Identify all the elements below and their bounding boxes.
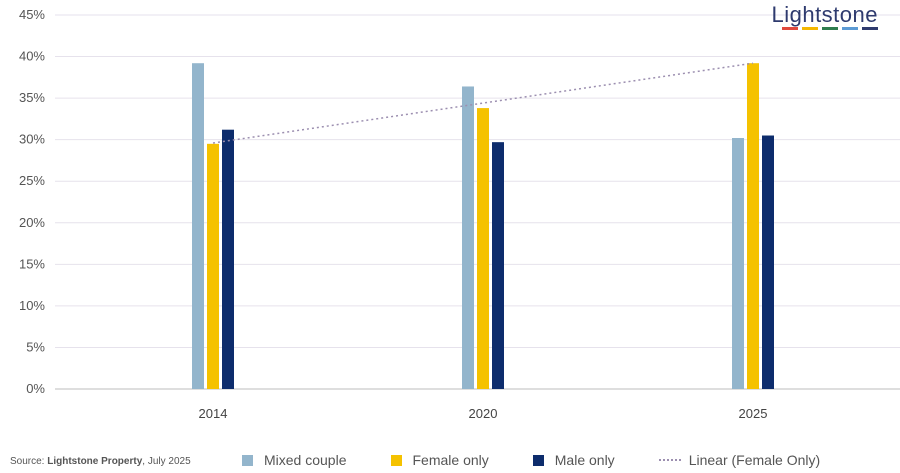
legend-swatch-female-only	[390, 454, 402, 466]
logo-text: Lightstone	[771, 2, 878, 27]
legend-label-male-only: Male only	[554, 452, 615, 468]
y-tick-label: 45%	[19, 7, 45, 22]
y-tick-label: 5%	[26, 339, 45, 354]
legend-item-trendline: Linear (Female Only)	[658, 452, 821, 468]
legend-swatch-mixed-couple	[242, 454, 253, 466]
bar-male-only-2025	[762, 135, 774, 389]
logo-bar-4	[862, 27, 878, 30]
y-tick-label: 35%	[19, 90, 45, 105]
trendline	[212, 62, 754, 144]
logo-bar-2	[822, 27, 838, 30]
source-note: Source: Lightstone Property, July 2025	[10, 456, 191, 467]
y-axis-ticks: 0% 5% 10% 15% 20% 25% 30% 35% 40% 45%	[19, 7, 45, 396]
x-tick-label: 2025	[739, 406, 768, 421]
source-date: , July 2025	[142, 456, 191, 467]
y-tick-label: 25%	[19, 173, 45, 188]
bar-female-only-2014	[207, 143, 219, 389]
legend-item-female-only: Female only	[390, 452, 489, 468]
legend-label-trendline: Linear (Female Only)	[688, 452, 821, 468]
bar-mixed-couple-2020	[462, 86, 474, 389]
logo-bar-0	[782, 27, 798, 30]
x-axis-labels: 2014 2020 2025	[199, 406, 768, 421]
bars	[192, 63, 774, 390]
bar-female-only-2025	[747, 63, 759, 390]
y-tick-label: 15%	[19, 256, 45, 271]
lightstone-logo: Lightstone	[771, 2, 878, 28]
y-tick-label: 20%	[19, 215, 45, 230]
logo-bar-1	[802, 27, 818, 30]
bar-mixed-couple-2014	[192, 63, 204, 390]
legend-swatch-male-only	[532, 454, 544, 466]
bar-male-only-2020	[492, 142, 504, 389]
logo-color-bars	[782, 27, 878, 30]
trendline-female-only	[212, 62, 754, 144]
legend-item-mixed-couple: Mixed couple	[242, 452, 347, 468]
y-tick-label: 40%	[19, 49, 45, 64]
source-prefix: Source:	[10, 456, 48, 467]
bar-female-only-2020	[477, 108, 489, 389]
legend-item-male-only: Male only	[532, 452, 615, 468]
source-name: Lightstone Property	[47, 456, 143, 467]
legend-swatch-trendline	[658, 459, 681, 461]
x-tick-label: 2020	[469, 406, 498, 421]
y-tick-label: 0%	[26, 381, 45, 396]
chart-legend: Mixed couple Female only Male only Linea…	[242, 452, 864, 468]
legend-label-mixed-couple: Mixed couple	[264, 452, 347, 468]
x-tick-label: 2014	[199, 406, 228, 421]
logo-bar-3	[842, 27, 858, 30]
bar-male-only-2014	[222, 129, 234, 389]
y-tick-label: 10%	[19, 298, 45, 313]
legend-label-female-only: Female only	[412, 452, 489, 468]
y-tick-label: 30%	[19, 132, 45, 147]
bar-mixed-couple-2025	[732, 138, 744, 389]
